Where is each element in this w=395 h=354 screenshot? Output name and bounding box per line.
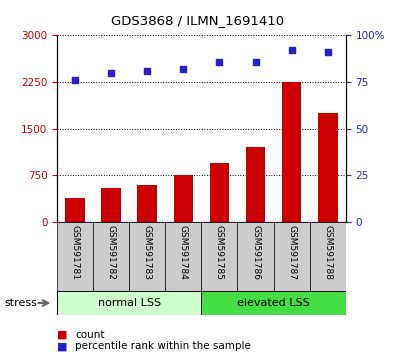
Bar bbox=[318, 113, 337, 222]
Text: GSM591783: GSM591783 bbox=[143, 225, 152, 280]
Bar bbox=[210, 163, 229, 222]
Text: GSM591782: GSM591782 bbox=[107, 225, 116, 280]
Bar bbox=[102, 188, 121, 222]
Bar bbox=[246, 147, 265, 222]
Bar bbox=[166, 222, 201, 291]
Text: GSM591786: GSM591786 bbox=[251, 225, 260, 280]
Bar bbox=[130, 222, 166, 291]
Bar bbox=[274, 222, 310, 291]
Bar bbox=[93, 222, 130, 291]
Text: GSM591781: GSM591781 bbox=[71, 225, 80, 280]
Text: GSM591784: GSM591784 bbox=[179, 225, 188, 280]
Text: normal LSS: normal LSS bbox=[98, 298, 161, 308]
Text: elevated LSS: elevated LSS bbox=[237, 298, 310, 308]
Text: GSM591785: GSM591785 bbox=[215, 225, 224, 280]
Bar bbox=[237, 222, 274, 291]
Bar bbox=[310, 222, 346, 291]
Text: stress: stress bbox=[4, 298, 37, 308]
Bar bbox=[66, 198, 85, 222]
Text: GDS3868 / ILMN_1691410: GDS3868 / ILMN_1691410 bbox=[111, 14, 284, 27]
Text: GSM591788: GSM591788 bbox=[323, 225, 332, 280]
Text: count: count bbox=[75, 330, 105, 339]
Bar bbox=[173, 175, 193, 222]
Bar bbox=[57, 291, 201, 315]
Bar bbox=[282, 82, 301, 222]
Text: GSM591787: GSM591787 bbox=[287, 225, 296, 280]
Bar bbox=[137, 185, 157, 222]
Bar bbox=[57, 222, 93, 291]
Bar bbox=[201, 291, 346, 315]
Text: ■: ■ bbox=[57, 330, 68, 339]
Bar bbox=[201, 222, 237, 291]
Text: ■: ■ bbox=[57, 341, 68, 351]
Text: percentile rank within the sample: percentile rank within the sample bbox=[75, 341, 251, 351]
